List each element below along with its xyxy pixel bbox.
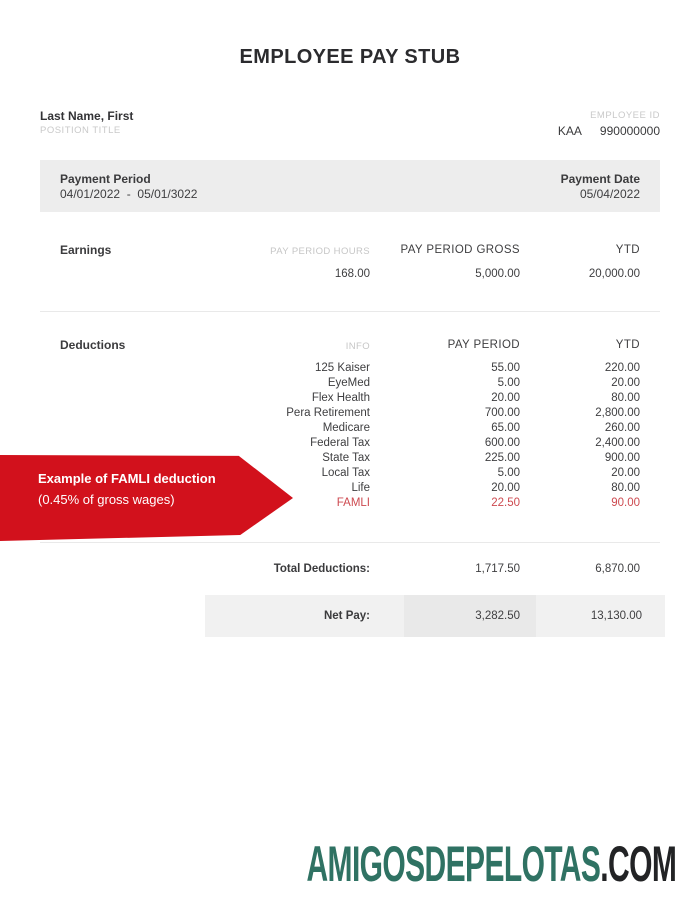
deduction-pay-period-value: 22.50 — [491, 497, 520, 509]
deduction-name: Federal Tax — [310, 437, 370, 449]
deduction-name: Pera Retirement — [286, 407, 370, 419]
total-deductions-row: Total Deductions: 1,717.50 6,870.00 — [40, 562, 660, 577]
earnings-gross-value: 5,000.00 — [475, 268, 520, 280]
deduction-pay-period-value: 700.00 — [484, 407, 520, 419]
employee-id-prefix: KAA — [557, 124, 582, 138]
deduction-pay-period-value: 55.00 — [491, 362, 520, 374]
deduction-ytd-value: 90.00 — [611, 497, 640, 509]
page-title: EMPLOYEE PAY STUB — [239, 46, 461, 68]
footer-brand: AMIGOSDEPELOTAS.COM — [306, 835, 676, 893]
employee-id-value: KAA 990000000 — [558, 123, 660, 139]
deduction-row: Medicare 65.00 260.00 — [40, 421, 660, 436]
total-deductions-ytd: 6,870.00 — [595, 563, 640, 575]
deduction-name: FAMLI — [336, 497, 370, 509]
employee-info: Last Name, First POSITION TITLE — [40, 109, 133, 138]
deduction-name: Flex Health — [311, 392, 370, 404]
deduction-row: State Tax 225.00 900.00 — [40, 451, 660, 466]
footer-brand-name: AMIGOSDEPELOTAS — [306, 836, 601, 892]
deduction-ytd-value: 220.00 — [604, 362, 640, 374]
deduction-pay-period-value: 65.00 — [491, 422, 520, 434]
payment-period-block: Payment Period 04/01/2022 - 05/01/3022 — [60, 171, 197, 202]
deduction-ytd-value: 80.00 — [611, 392, 640, 404]
deduction-pay-period-value: 600.00 — [484, 437, 520, 449]
footer-brand-tld: .COM — [600, 836, 677, 892]
deductions-table: Deductions INFO PAY PERIOD YTD 125 Kaise… — [40, 338, 660, 511]
deduction-row: EyeMed 5.00 20.00 — [40, 376, 660, 391]
net-pay-pay-period: 3,282.50 — [404, 595, 536, 637]
deduction-name: Life — [351, 482, 370, 494]
payment-period-box: Payment Period 04/01/2022 - 05/01/3022 P… — [40, 160, 660, 212]
total-deductions-pay-period: 1,717.50 — [475, 563, 520, 575]
deduction-ytd-value: 900.00 — [604, 452, 640, 464]
payment-period-label: Payment Period — [60, 172, 151, 186]
deduction-pay-period-value: 225.00 — [484, 452, 520, 464]
net-pay-label: Net Pay: — [205, 595, 404, 637]
earnings-values-row: 168.00 5,000.00 20,000.00 — [40, 267, 660, 282]
deduction-row: Life 20.00 80.00 — [40, 481, 660, 496]
deduction-ytd-value: 260.00 — [604, 422, 640, 434]
payment-date-value: 05/04/2022 — [579, 187, 640, 201]
employee-id-block: EMPLOYEE ID KAA 990000000 — [558, 109, 660, 139]
earnings-table: Earnings PAY PERIOD HOURS PAY PERIOD GRO… — [40, 243, 660, 282]
deduction-ytd-value: 80.00 — [611, 482, 640, 494]
callout-line-1: Example of FAMLI deduction — [38, 471, 216, 486]
deductions-rows: 125 Kaiser 55.00 220.00 EyeMed 5.00 20.00 Flex… — [40, 361, 660, 511]
payment-period-value: 04/01/2022 - 05/01/3022 — [60, 187, 198, 201]
deductions-col-header-pay-period: PAY PERIOD — [447, 339, 520, 351]
deduction-name: Local Tax — [321, 467, 370, 479]
earnings-col-header-ytd: YTD — [615, 244, 640, 256]
deduction-ytd-value: 2,400.00 — [595, 437, 640, 449]
deduction-pay-period-value: 5.00 — [497, 467, 520, 479]
famli-callout-arrow: Example of FAMLI deduction (0.45% of gro… — [0, 455, 293, 541]
deduction-row: Federal Tax 600.00 2,400.00 — [40, 436, 660, 451]
deductions-col-header-ytd: YTD — [615, 339, 640, 351]
deduction-ytd-value: 2,800.00 — [595, 407, 640, 419]
payment-date-label: Payment Date — [560, 172, 640, 186]
section-divider — [40, 311, 660, 312]
deductions-header-row: Deductions INFO PAY PERIOD YTD — [40, 338, 660, 354]
deduction-name: 125 Kaiser — [315, 362, 370, 374]
deduction-row: Local Tax 5.00 20.00 — [40, 466, 660, 481]
total-deductions-label: Total Deductions: — [273, 563, 370, 575]
position-title-label: POSITION TITLE — [40, 125, 121, 136]
employee-id-number: 990000000 — [599, 124, 660, 138]
totals-divider — [40, 542, 660, 543]
earnings-hours-value: 168.00 — [334, 268, 370, 280]
net-pay-ytd: 13,130.00 — [536, 595, 665, 637]
deduction-pay-period-value: 20.00 — [491, 482, 520, 494]
totals-table: Total Deductions: 1,717.50 6,870.00 — [40, 562, 660, 577]
net-pay-row: Net Pay: 3,282.50 13,130.00 — [205, 595, 665, 637]
callout-line-2: (0.45% of gross wages) — [38, 492, 175, 507]
employee-name: Last Name, First — [40, 109, 134, 123]
employee-id-label: EMPLOYEE ID — [590, 110, 660, 121]
deduction-row: Flex Health 20.00 80.00 — [40, 391, 660, 406]
deductions-section-label: Deductions — [60, 338, 126, 352]
earnings-ytd-value: 20,000.00 — [588, 268, 640, 280]
earnings-col-header-hours: PAY PERIOD HOURS — [270, 246, 370, 257]
deduction-name: Medicare — [322, 422, 370, 434]
payment-date-block: Payment Date 05/04/2022 — [561, 171, 640, 202]
deduction-ytd-value: 20.00 — [611, 467, 640, 479]
earnings-col-header-gross: PAY PERIOD GROSS — [400, 244, 520, 256]
deductions-col-header-info: INFO — [345, 341, 370, 352]
deduction-pay-period-value: 20.00 — [491, 392, 520, 404]
deduction-name: State Tax — [322, 452, 370, 464]
deduction-ytd-value: 20.00 — [611, 377, 640, 389]
deduction-row: FAMLI 22.50 90.00 — [40, 496, 660, 511]
earnings-section-label: Earnings — [60, 243, 112, 257]
deduction-row: Pera Retirement 700.00 2,800.00 — [40, 406, 660, 421]
deduction-pay-period-value: 5.00 — [497, 377, 520, 389]
earnings-header-row: Earnings PAY PERIOD HOURS PAY PERIOD GRO… — [40, 243, 660, 259]
deduction-name: EyeMed — [327, 377, 370, 389]
deduction-row: 125 Kaiser 55.00 220.00 — [40, 361, 660, 376]
employee-header: Last Name, First POSITION TITLE EMPLOYEE… — [40, 109, 660, 139]
